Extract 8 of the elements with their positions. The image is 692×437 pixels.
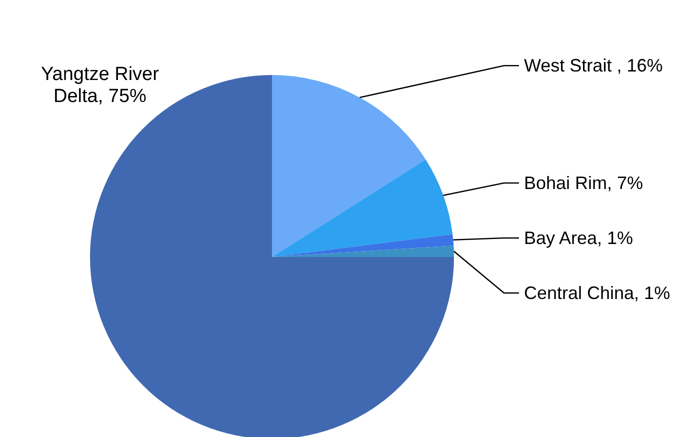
slice-label: West Strait , 16%: [524, 56, 663, 76]
pie-slice: [272, 159, 453, 257]
slice-label: Bay Area, 1%: [524, 228, 634, 248]
slice-label: Yangtze River Delta, 75%: [41, 64, 160, 107]
slice-label: Central China, 1%: [524, 283, 670, 304]
pie-slice: [272, 234, 454, 257]
pie-slice: [272, 75, 426, 257]
slice-label: Bohai Rim, 7%: [524, 173, 644, 194]
